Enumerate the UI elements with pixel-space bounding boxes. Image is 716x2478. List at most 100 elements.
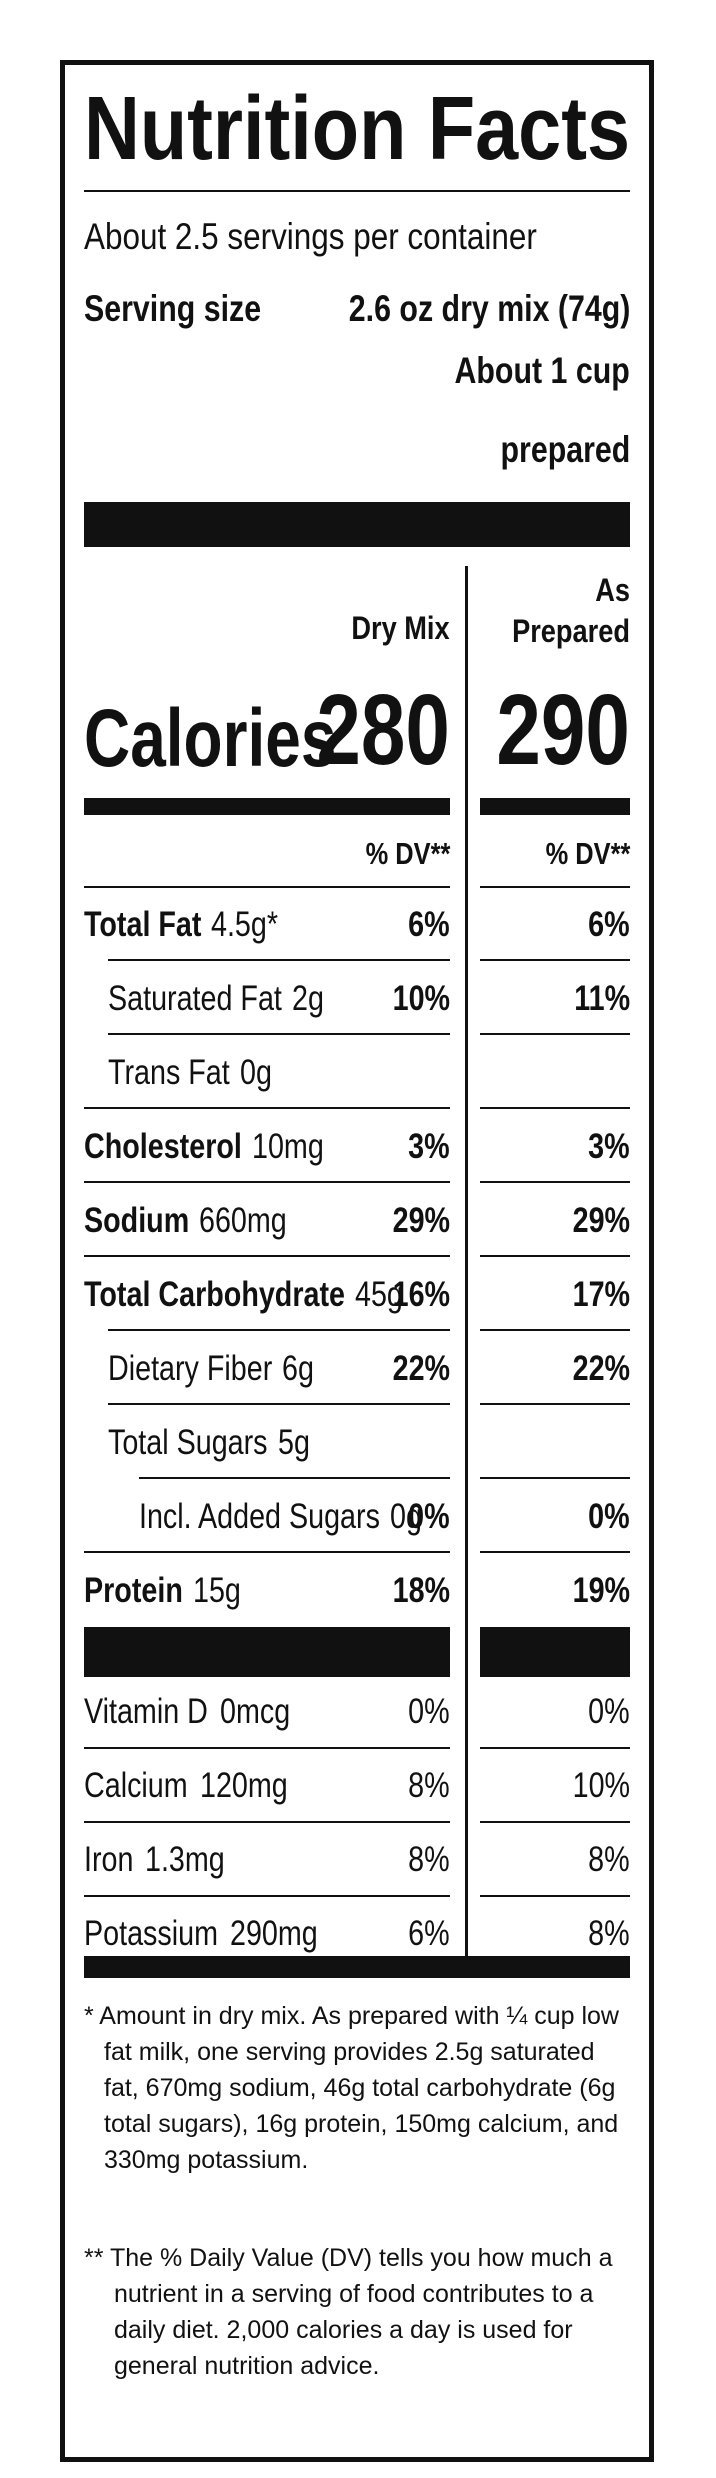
- nutrient-amount: 5g: [277, 1423, 310, 1462]
- rule: [480, 1255, 630, 1257]
- thick-bar: [84, 798, 450, 815]
- rule: [480, 1747, 630, 1749]
- rule: [480, 1033, 630, 1035]
- nutrient-name: Total Carbohydrate: [84, 1275, 345, 1314]
- vitamin-dv: 10%: [572, 1766, 630, 1805]
- nutrient-name: Total Sugars: [108, 1423, 268, 1462]
- rule: [84, 1747, 450, 1749]
- calories-value: 290: [496, 674, 630, 786]
- nutrient-dv: 6%: [408, 905, 450, 944]
- vitamin-name: Vitamin D: [84, 1692, 208, 1731]
- rule: [84, 1895, 450, 1897]
- nutrient-dv: 3%: [588, 1127, 630, 1166]
- vitamin-dv: 8%: [588, 1914, 630, 1953]
- nutrient-name: Sodium: [84, 1201, 190, 1240]
- thick-bar: [84, 1627, 450, 1677]
- nutrient-name: Trans Fat: [108, 1053, 230, 1092]
- vitamin-amount: 1.3mg: [145, 1840, 226, 1879]
- rule: [480, 1551, 630, 1553]
- thick-bar: [84, 502, 630, 547]
- rule: [84, 1255, 450, 1257]
- rule: [108, 959, 450, 961]
- vitamin-dv: 0%: [588, 1692, 630, 1731]
- dv-header: % DV**: [545, 836, 630, 871]
- rule: [84, 1551, 450, 1553]
- nutrient-name: Dietary Fiber: [108, 1349, 273, 1388]
- column-divider: [465, 566, 468, 1956]
- nutrient-name: Protein: [84, 1571, 183, 1610]
- rule: [139, 1477, 450, 1479]
- nutrient-name: Saturated Fat: [108, 979, 282, 1018]
- vitamin-name: Calcium: [84, 1766, 188, 1805]
- nutrient-amount: 0g: [239, 1053, 272, 1092]
- vitamin-dv: 6%: [408, 1914, 450, 1953]
- vitamin-dv: 8%: [408, 1840, 450, 1879]
- rule: [84, 1181, 450, 1183]
- nutrient-amount: 0g: [389, 1497, 422, 1536]
- nutrient-dv: 0%: [588, 1497, 630, 1536]
- nutrient-dv: 17%: [572, 1275, 630, 1314]
- rule: [480, 1107, 630, 1109]
- title: Nutrition Facts: [84, 79, 631, 179]
- calories-value: 280: [316, 674, 450, 786]
- nutrient-amount: 45g: [354, 1275, 403, 1314]
- nutrient-amount: 4.5g*: [211, 905, 279, 944]
- serving-prepared: prepared: [500, 429, 630, 470]
- thick-bar: [84, 1956, 630, 1978]
- vitamin-dv: 8%: [588, 1840, 630, 1879]
- nutrient-dv: 11%: [574, 979, 630, 1018]
- dv-header: % DV**: [365, 836, 450, 871]
- nutrient-dv: 18%: [392, 1571, 450, 1610]
- rule: [480, 959, 630, 961]
- vitamin-amount: 290mg: [229, 1914, 318, 1953]
- nutrient-dv: 22%: [392, 1349, 450, 1388]
- nutrient-dv: 16%: [392, 1275, 450, 1314]
- serving-prepared: About 1 cup: [454, 350, 630, 391]
- nutrient-name: Total Fat: [84, 905, 202, 944]
- serving-size-label: Serving size: [84, 288, 262, 329]
- nutrient-amount: 6g: [282, 1349, 315, 1388]
- footnote: ** The % Daily Value (DV) tells you how …: [84, 2244, 613, 2380]
- nutrient-dv: 10%: [392, 979, 450, 1018]
- rule: [480, 1403, 630, 1405]
- column-head: Dry Mix: [351, 610, 450, 646]
- rule: [480, 1181, 630, 1183]
- nutrient-dv: 22%: [572, 1349, 630, 1388]
- thick-bar: [480, 1627, 630, 1677]
- vitamin-amount: 0mcg: [219, 1692, 291, 1731]
- nutrient-dv: 0%: [408, 1497, 450, 1536]
- rule: [480, 1821, 630, 1823]
- column-head: As Prepared: [512, 572, 630, 649]
- rule: [108, 1329, 450, 1331]
- rule: [84, 1107, 450, 1109]
- nutrient-name: Cholesterol: [84, 1127, 242, 1166]
- nutrient-amount: 2g: [291, 979, 324, 1018]
- calories-label: Calories: [84, 693, 337, 784]
- rule: [108, 1403, 450, 1405]
- nutrient-amount: 660mg: [199, 1201, 287, 1240]
- rule: [108, 1033, 450, 1035]
- rule: [84, 1821, 450, 1823]
- nutrient-dv: 6%: [588, 905, 630, 944]
- rule: [480, 1477, 630, 1479]
- vitamin-name: Iron: [84, 1840, 134, 1879]
- nutrient-dv: 19%: [572, 1571, 630, 1610]
- nutrient-dv: 29%: [572, 1201, 630, 1240]
- vitamin-dv: 8%: [408, 1766, 450, 1805]
- rule: [84, 886, 450, 888]
- servings: About 2.5 servings per container: [84, 216, 537, 257]
- serving-size-value: 2.6 oz dry mix (74g): [348, 288, 630, 329]
- rule: [480, 1329, 630, 1331]
- nutrient-dv: 3%: [408, 1127, 450, 1166]
- nutrient-amount: 10mg: [251, 1127, 324, 1166]
- nutrient-dv: 29%: [392, 1201, 450, 1240]
- vitamin-name: Potassium: [84, 1914, 218, 1953]
- vitamin-amount: 120mg: [199, 1766, 288, 1805]
- footnote: * Amount in dry mix. As prepared with ¼ …: [84, 2002, 619, 2174]
- label-border: [60, 60, 654, 2462]
- rule: [84, 190, 630, 192]
- rule: [480, 1895, 630, 1897]
- vitamin-dv: 0%: [408, 1692, 450, 1731]
- nutrient-name: Incl. Added Sugars: [139, 1497, 380, 1536]
